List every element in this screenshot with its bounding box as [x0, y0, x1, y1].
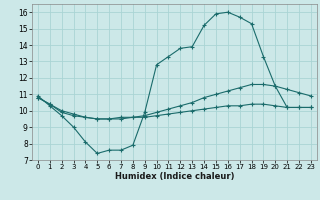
X-axis label: Humidex (Indice chaleur): Humidex (Indice chaleur) — [115, 172, 234, 181]
